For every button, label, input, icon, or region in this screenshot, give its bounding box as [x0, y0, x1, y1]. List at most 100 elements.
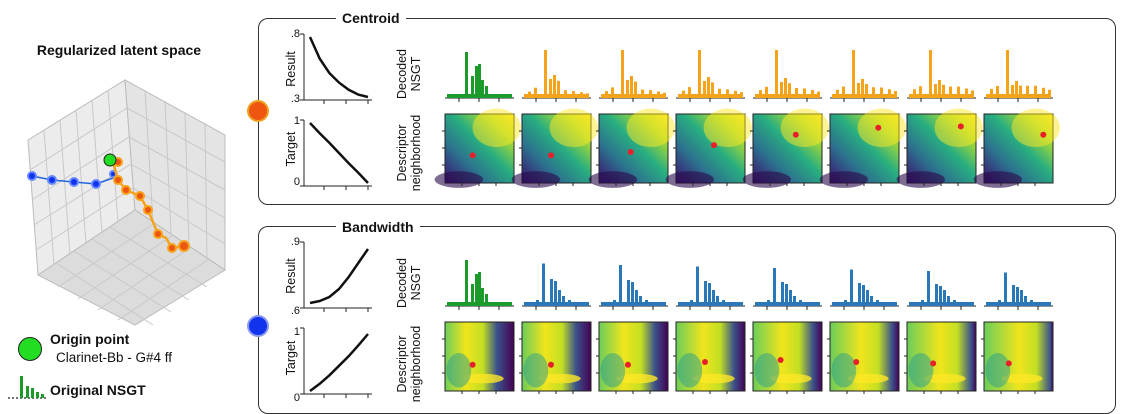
descriptor-point	[469, 152, 476, 159]
nsgt-bar	[965, 88, 968, 96]
centroid-heatmap-5	[819, 108, 906, 188]
nsgt-bar	[795, 88, 798, 96]
bandwidth-heatmap-3	[673, 321, 746, 394]
nsgt-bar	[562, 296, 565, 304]
nsgt-bar	[572, 91, 575, 96]
centroid-nsgt-3	[676, 50, 745, 102]
nsgt-bar	[708, 283, 711, 304]
centroid-heatmap-2	[588, 108, 675, 188]
descriptor-point	[711, 142, 717, 149]
nsgt-bar	[942, 84, 945, 96]
descriptor-point	[792, 131, 799, 138]
bandwidth-heatmap-6	[904, 321, 977, 394]
nsgt-bar	[703, 81, 706, 96]
descriptor-point	[469, 361, 476, 368]
nsgt-bar	[481, 288, 484, 304]
nsgt-bar	[1030, 300, 1033, 304]
nsgt-bar	[726, 89, 729, 96]
nsgt-bar	[857, 83, 860, 96]
centroid-result-label: Result	[284, 51, 298, 87]
nsgt-bar	[663, 92, 666, 96]
nsgt-bar	[842, 86, 845, 96]
centroid-heatmap-1	[511, 108, 598, 188]
centroid-result-tick-bottom: .3	[290, 93, 300, 105]
nsgt-bar	[740, 92, 743, 96]
bandwidth-heatmap-7	[981, 321, 1054, 394]
nsgt-bar	[852, 50, 855, 96]
nsgt-bar	[698, 50, 701, 96]
nsgt-bar	[894, 91, 897, 96]
nsgt-bar	[803, 88, 806, 96]
nsgt-bar	[627, 280, 630, 304]
curve-line	[308, 36, 369, 99]
nsgt-bar	[1004, 272, 1007, 304]
nsgt-bar	[949, 86, 952, 96]
original-nsgt-label: Original NSGT	[50, 382, 146, 398]
curve-line	[309, 122, 369, 184]
nsgt-bar	[934, 84, 937, 96]
nsgt-bar	[1006, 50, 1009, 96]
nsgt-bar	[645, 300, 648, 304]
bandwidth-result-label: Result	[284, 258, 298, 294]
nsgt-bar	[1034, 85, 1037, 96]
nsgt-bar	[836, 89, 839, 96]
nsgt-bar	[939, 286, 942, 304]
centroid-result-chart	[300, 33, 372, 104]
centroid-heatmap-4	[742, 108, 829, 188]
bandwidth-heatmap-5	[827, 321, 900, 394]
nsgt-bar	[580, 92, 583, 96]
nsgt-bar	[688, 87, 691, 96]
nsgt-bar	[626, 80, 629, 96]
centroid-heatmap-3	[665, 108, 752, 188]
bandwidth-heatmap-0	[442, 321, 515, 394]
origin-point-legend-icon	[18, 337, 42, 361]
nsgt-bar	[586, 93, 589, 96]
descriptor-point	[853, 359, 860, 365]
nsgt-bar	[927, 271, 930, 304]
descriptor-point	[777, 357, 784, 363]
bandwidth-descriptor-label: Descriptor neighborhood	[395, 325, 423, 403]
nsgt-bar	[481, 80, 484, 96]
nsgt-bar	[465, 52, 468, 96]
nsgt-bar	[465, 260, 468, 304]
nsgt-bar	[1011, 85, 1014, 96]
centroid-nsgt-1	[522, 50, 591, 102]
nsgt-bar	[564, 90, 567, 96]
latent-space-3d-plot	[27, 79, 226, 326]
bandwidth-target-tick-bottom: 0	[293, 392, 300, 404]
nsgt-bar	[475, 274, 478, 304]
centroid-nsgt-7	[984, 50, 1053, 102]
nsgt-bar	[528, 91, 531, 96]
bandwidth-nsgt-4	[753, 268, 822, 310]
bandwidth-target-chart	[300, 327, 372, 398]
nsgt-bar	[957, 86, 960, 96]
centroid-indicator-dot	[247, 100, 269, 122]
nsgt-bar	[475, 66, 478, 96]
nsgt-bar	[542, 263, 545, 304]
nsgt-bar	[1016, 287, 1019, 304]
bandwidth-heatmap-1	[519, 321, 592, 394]
nsgt-legend-icon	[8, 376, 46, 399]
centroid-descriptor-label: Descriptor neighborhood	[395, 114, 423, 192]
bandwidth-nsgt-5	[830, 269, 899, 310]
nsgt-bar	[865, 84, 868, 96]
descriptor-point	[875, 124, 882, 131]
nsgt-bar	[619, 265, 622, 304]
nsgt-bar	[712, 290, 715, 304]
nsgt-bar	[634, 81, 637, 96]
origin-point-marker	[103, 153, 117, 167]
bandwidth-nsgt-1	[522, 263, 591, 310]
nsgt-bar	[990, 88, 993, 96]
nsgt-bar	[789, 290, 792, 304]
nsgt-bar	[478, 64, 481, 96]
nsgt-bar	[711, 82, 714, 96]
centroid-nsgt-0	[445, 52, 514, 102]
nsgt-bar	[947, 296, 950, 304]
descriptor-point	[625, 361, 631, 368]
nsgt-bar	[690, 300, 693, 304]
centroid-target-label: Target	[284, 131, 298, 167]
nsgt-bar	[850, 269, 853, 304]
nsgt-bar	[734, 90, 737, 96]
nsgt-bar	[919, 86, 922, 96]
nsgt-bar	[682, 90, 685, 96]
